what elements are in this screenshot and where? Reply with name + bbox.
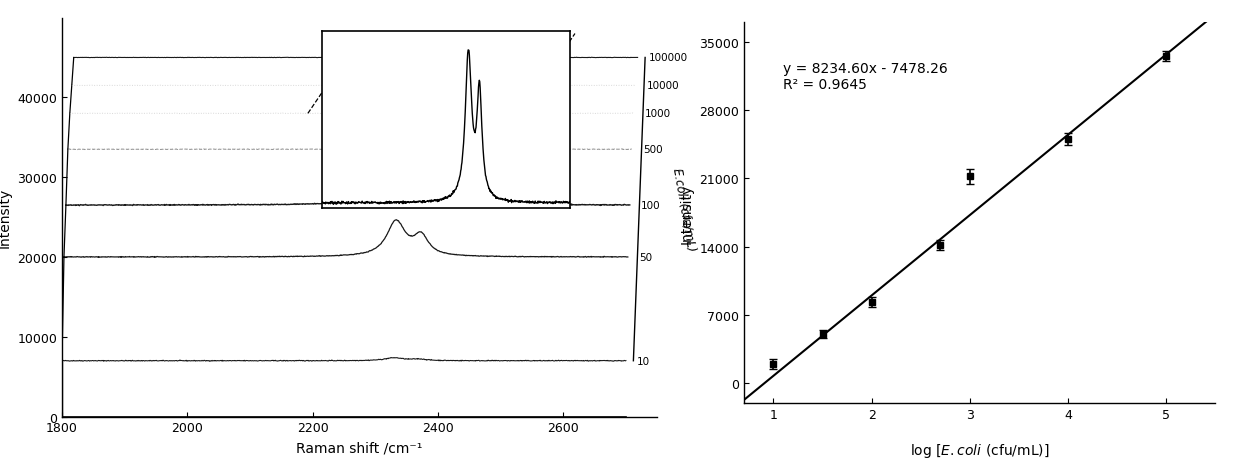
Text: 50: 50 bbox=[639, 252, 652, 263]
Text: log [$\it{E.coli}$ (cfu/mL)]: log [$\it{E.coli}$ (cfu/mL)] bbox=[910, 441, 1049, 459]
Text: 100: 100 bbox=[641, 200, 661, 211]
Text: E.coli (cfu/mL): E.coli (cfu/mL) bbox=[671, 167, 698, 252]
X-axis label: Raman shift /cm⁻¹: Raman shift /cm⁻¹ bbox=[296, 440, 423, 454]
Text: 1000: 1000 bbox=[645, 109, 671, 119]
Y-axis label: Intensity: Intensity bbox=[0, 188, 11, 248]
Text: 10: 10 bbox=[637, 356, 650, 366]
Text: y = 8234.60x - 7478.26
R² = 0.9645: y = 8234.60x - 7478.26 R² = 0.9645 bbox=[784, 62, 949, 92]
Text: 500: 500 bbox=[644, 145, 662, 155]
Text: 10000: 10000 bbox=[647, 81, 680, 91]
Text: 100000: 100000 bbox=[649, 53, 688, 63]
Y-axis label: Intensity: Intensity bbox=[680, 183, 693, 243]
